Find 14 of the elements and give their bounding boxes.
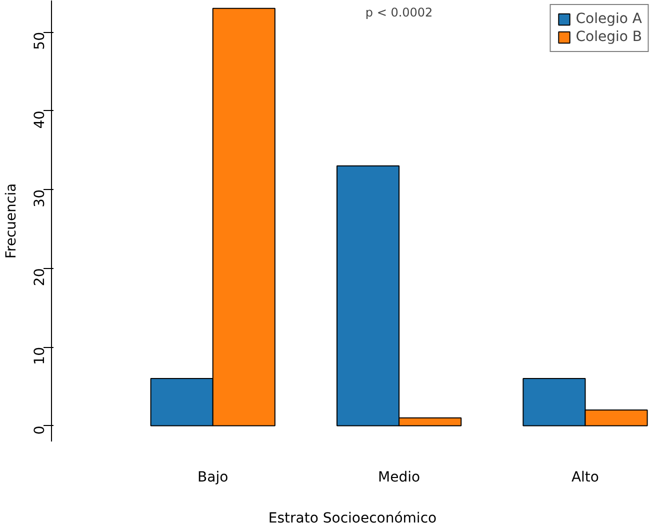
x-tick-label: Alto [571,470,599,486]
x-axis-title: Estrato Socioeconómico [268,510,437,526]
y-tick-label: 20 [32,268,48,286]
x-tick-label: Bajo [198,470,228,486]
legend-label: Colegio A [576,11,642,27]
y-tick-label: 10 [32,346,48,365]
x-tick-label: Medio [378,470,420,486]
legend-label: Colegio B [576,29,642,45]
annotation: p < 0.0002 [365,5,433,20]
y-tick-label: 0 [32,426,48,435]
y-tick-label: 30 [32,189,48,208]
y-tick-label: 50 [32,32,48,50]
y-axis-title: Frecuencia [4,183,20,259]
y-tick-label: 40 [32,110,48,129]
